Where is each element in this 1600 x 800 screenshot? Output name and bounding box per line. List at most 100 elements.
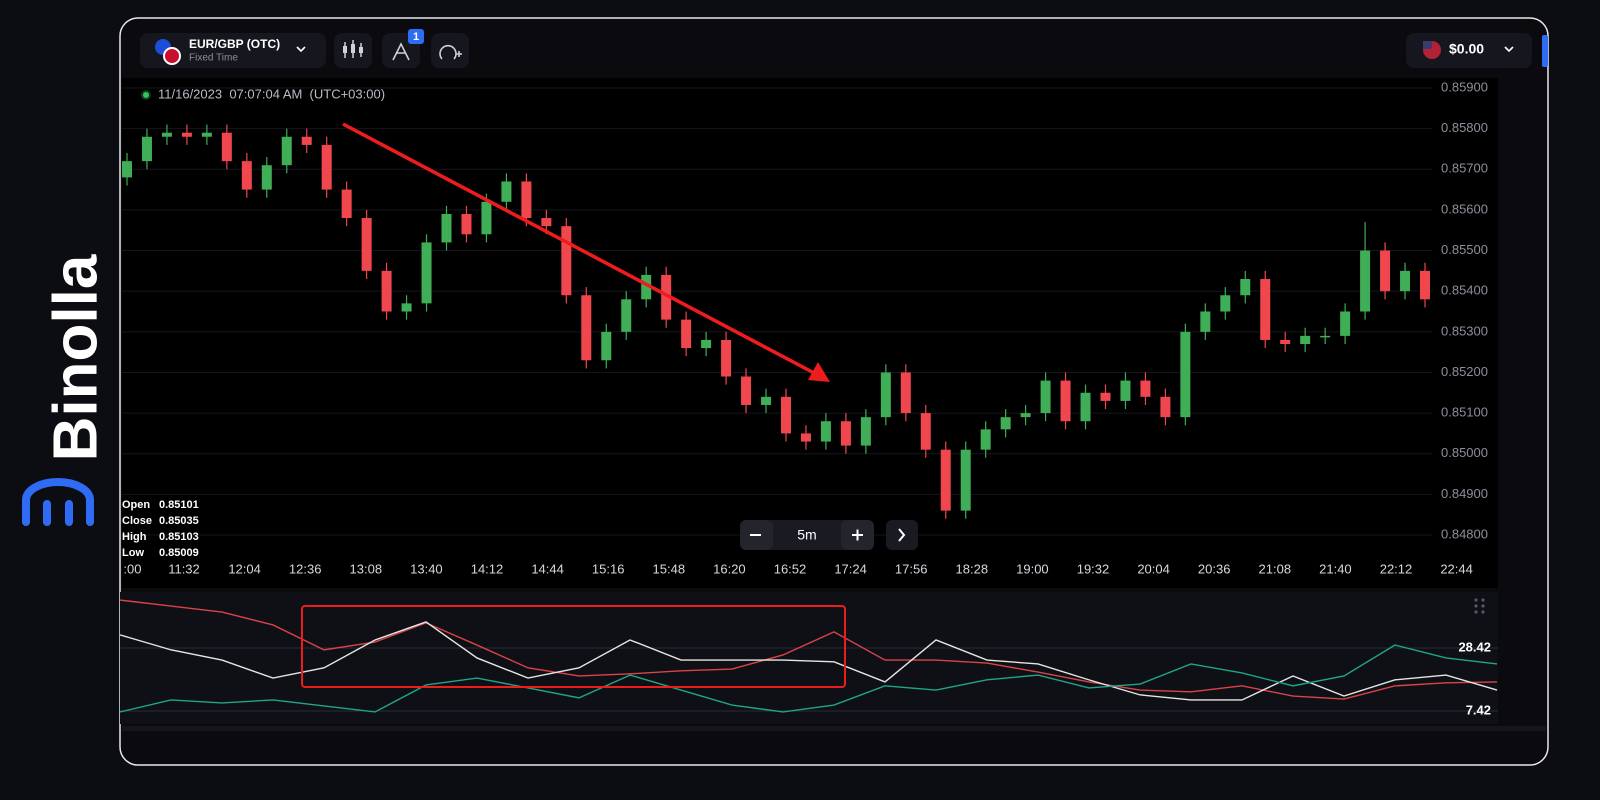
candle-body: [940, 449, 951, 511]
x-tick-label: 20:04: [1137, 561, 1170, 576]
candle-body: [980, 429, 991, 450]
candle-body: [621, 299, 632, 332]
candle-body: [461, 213, 472, 235]
ohlc-value: 0.85009: [159, 547, 199, 559]
plus-icon: [852, 529, 863, 541]
candle-body: [481, 201, 492, 235]
candle-body: [541, 218, 552, 227]
dot: [1474, 598, 1478, 602]
candle-body: [1400, 270, 1411, 292]
candle-body: [1000, 417, 1011, 430]
candle-body: [1300, 335, 1311, 345]
brand-name: Binolla: [41, 254, 110, 461]
candle-body: [1060, 380, 1071, 422]
candle-body: [341, 189, 352, 219]
candle-body: [800, 433, 811, 442]
ohlc-label: Open: [122, 499, 150, 511]
y-tick-label: 0.84800: [1441, 526, 1488, 541]
candle-body: [201, 132, 212, 137]
next-button[interactable]: [886, 520, 918, 550]
us-flag-canton: [1423, 41, 1432, 49]
button-bg[interactable]: [431, 33, 469, 68]
candle-body: [221, 132, 232, 162]
x-tick-label: 14:44: [531, 561, 564, 576]
candle-body: [1380, 250, 1391, 292]
indicator-line: [119, 599, 1498, 700]
candle-body: [301, 136, 312, 145]
candle-body: [1280, 339, 1291, 345]
symbol-button[interactable]: [140, 33, 326, 68]
dot: [1481, 604, 1485, 608]
brand-logo: [22, 478, 94, 526]
candle-body: [181, 132, 192, 137]
side-button[interactable]: [1542, 35, 1548, 67]
y-tick-label: 0.85700: [1441, 161, 1488, 176]
arrow-head: [808, 362, 830, 382]
indicator-panel: [120, 592, 1498, 724]
ohlc-info: Open 0.85101 Close 0.85035 High 0.85103 …: [122, 499, 199, 559]
ohlc-label: Low: [122, 547, 144, 559]
candle-body: [681, 319, 692, 349]
x-tick-label: 17:24: [834, 561, 867, 576]
uk-flag: [163, 47, 181, 65]
candle-body: [1160, 396, 1171, 418]
badge: 1: [413, 31, 419, 43]
y-tick-label: 0.85000: [1441, 445, 1488, 460]
candle-body: [741, 376, 752, 405]
x-tick-label: 14:12: [471, 561, 504, 576]
x-tick-label: 16:52: [774, 561, 807, 576]
candle-body: [561, 226, 572, 296]
candle-body: [261, 165, 272, 190]
candle-body: [960, 449, 971, 511]
drawing-tools-button[interactable]: 1: [382, 29, 424, 68]
candle-body: [880, 372, 891, 418]
y-tick-label: 0.85400: [1441, 283, 1488, 298]
candle-body: [1040, 380, 1051, 414]
candle-body: [820, 421, 831, 442]
indicator-line: [119, 644, 1498, 713]
candle-body: [1200, 311, 1211, 332]
y-tick-label: 0.85500: [1441, 242, 1488, 257]
candle-body: [241, 161, 252, 190]
symbol-selector[interactable]: EUR/GBP (OTC) Fixed Time: [140, 33, 326, 68]
ohlc-value: 0.85101: [159, 499, 199, 511]
candle-body: [421, 242, 432, 304]
icon-part: [351, 44, 355, 53]
candle-body: [601, 331, 612, 361]
candle-body: [441, 213, 452, 243]
x-tick-label: 19:32: [1077, 561, 1110, 576]
candle-body: [661, 274, 672, 320]
balance-button[interactable]: [1406, 33, 1532, 68]
compass-icon: [392, 42, 410, 61]
price-chart: 0.85900 0.85800 0.85700 0.85600 0.85500 0.854…: [122, 79, 1488, 576]
icon-part: [343, 46, 347, 53]
candle-body: [721, 339, 732, 377]
y-tick-label: 0.85100: [1441, 405, 1488, 420]
trend-arrow: [342, 122, 817, 376]
timeframe-bg: [740, 520, 874, 550]
highlight-box: [301, 605, 846, 688]
dot: [1481, 610, 1485, 614]
y-tick-label: 0.84900: [1441, 486, 1488, 501]
x-tick-label: 13:40: [410, 561, 443, 576]
x-tick-label: 16:20: [713, 561, 746, 576]
timestamp: 11/16/2023 07:07:04 AM (UTC+03:00): [158, 86, 385, 101]
alerts-button[interactable]: [431, 33, 469, 68]
candle-body: [920, 413, 931, 450]
drag-handle[interactable]: [1474, 598, 1485, 614]
candle-body: [701, 339, 712, 349]
candle-body: [401, 303, 412, 312]
y-tick-label: 0.85300: [1441, 323, 1488, 338]
timeframe[interactable]: 5m: [797, 527, 816, 543]
chart-type-button[interactable]: [334, 33, 372, 68]
balance-selector[interactable]: $0.00: [1406, 33, 1532, 68]
x-tick-label: 20:36: [1198, 561, 1231, 576]
candle-body: [1120, 380, 1131, 401]
candle-body: [381, 270, 392, 312]
candle-body: [1340, 311, 1351, 336]
candle-body: [321, 144, 332, 190]
x-tick-label: 11:32: [168, 561, 200, 576]
ohlc-value: 0.85035: [159, 515, 199, 527]
y-tick-label: 0.85900: [1441, 79, 1488, 94]
